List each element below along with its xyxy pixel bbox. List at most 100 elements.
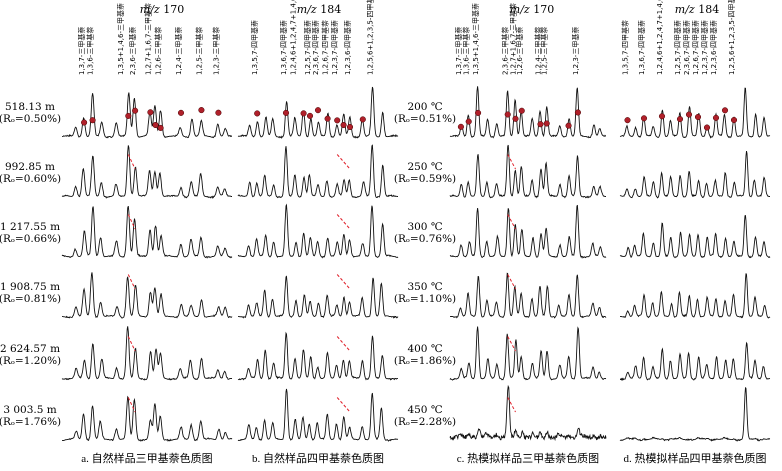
peak-label: 1,2,6-三甲基萘 — [515, 27, 524, 75]
peak-label: 1,3,7-三甲基萘 — [454, 27, 463, 75]
peak-marker — [537, 121, 544, 128]
peak-label: 1,2,6,7-四甲基萘 — [691, 20, 700, 75]
peak-label: 1,2,3,6-四甲基萘 — [343, 20, 352, 75]
chromatogram-trace — [237, 388, 399, 442]
peak-label: 1,3,5+1,4,6-三甲基萘 — [471, 3, 480, 75]
peak-marker — [721, 107, 729, 114]
chromatogram-trace — [450, 272, 607, 319]
chromatogram-trace — [61, 326, 233, 381]
peak-label: 1,2,5,6+1,2,3,5-四甲基萘 — [727, 0, 736, 75]
panel-header: m/z 170 — [140, 3, 184, 16]
temperature-label: 350 ℃ — [407, 281, 442, 293]
chromatogram-trace — [62, 272, 233, 319]
trend-line — [336, 214, 351, 230]
peak-label: 1,2,4,6+1,2,4,7+1,4,6,7-四甲基萘 — [655, 0, 664, 75]
peak-marker — [306, 112, 314, 119]
trend-line — [507, 154, 516, 170]
chromatogram-trace — [620, 273, 771, 319]
depth-label: 3 003.5 m — [3, 404, 56, 416]
peak-marker — [676, 116, 684, 123]
peak-label: 1,2,6,7-四甲基萘 — [321, 20, 330, 75]
peak-marker — [640, 115, 648, 122]
peak-label: 1,2,4,6+1,2,4,7+1,4,6,7-四甲基萘 — [289, 0, 298, 75]
peak-marker — [314, 107, 322, 114]
peak-marker — [254, 110, 261, 117]
ro-label: (Rₒ=1.76%) — [0, 416, 61, 428]
peak-marker — [658, 113, 666, 120]
peak-marker — [703, 124, 711, 131]
peak-marker — [346, 123, 354, 131]
peak-label: 1,3,6-三甲基萘 — [86, 27, 95, 75]
peak-marker — [334, 117, 341, 124]
chromatogram-trace — [619, 387, 771, 442]
panel-header: m/z 170 — [510, 3, 554, 16]
chromatogram-trace — [449, 86, 606, 139]
peak-marker — [340, 121, 347, 129]
chromatogram-trace — [620, 341, 771, 381]
trend-line — [507, 397, 516, 413]
trend-line — [336, 336, 351, 352]
trend-line — [127, 274, 136, 290]
peak-label: 1,2,5-三甲基萘 — [194, 27, 203, 75]
peak-marker — [465, 118, 472, 125]
trend-line — [507, 336, 516, 352]
peak-marker — [282, 109, 290, 116]
chromatogram-trace — [237, 331, 398, 381]
peak-marker — [215, 109, 222, 116]
chromatogram-trace — [61, 205, 233, 259]
peak-label: 2,3,6,7-四甲基萘 — [682, 20, 691, 75]
chromatogram-trace — [62, 92, 232, 139]
peak-label: 1,2,3,6-四甲基萘 — [709, 20, 718, 75]
peak-label: 1,2,3,7-四甲基萘 — [700, 20, 709, 75]
peak-label: 1,2,3-三甲基萘 — [211, 27, 220, 75]
peak-marker — [504, 111, 511, 118]
peak-marker — [147, 109, 154, 116]
ro-label: (Rₒ=1.20%) — [0, 355, 61, 367]
depth-label: 1 217.55 m — [0, 221, 60, 233]
chromatogram-trace — [237, 203, 399, 259]
peak-label: 2,3,6,7-四甲基萘 — [311, 20, 320, 75]
ro-label: (Rₒ=0.76%) — [394, 233, 456, 245]
chromatogram-trace — [62, 395, 233, 442]
peak-label: 1,3,5+1,4,6-三甲基萘 — [116, 3, 125, 75]
depth-label: 1 908.75 m — [0, 281, 60, 293]
peak-marker — [198, 107, 205, 114]
peak-label: 2,3,6-三甲基萘 — [501, 27, 510, 75]
peak-marker — [512, 115, 519, 122]
peak-marker — [89, 117, 96, 124]
peak-label: 1,2,6-三甲基萘 — [154, 27, 163, 75]
trend-line — [127, 336, 136, 352]
ro-label: (Rₒ=2.28%) — [394, 416, 456, 428]
ro-label: (Rₒ=1.86%) — [394, 355, 456, 367]
trend-line — [336, 154, 351, 170]
ro-label: (Rₒ=0.66%) — [0, 233, 61, 245]
chromatogram-trace — [449, 144, 606, 199]
peak-label: 1,2,4-三甲基萘 — [533, 27, 542, 75]
depth-label: 518.13 m — [5, 101, 55, 113]
chromatogram-trace — [237, 144, 398, 199]
ro-label: (Rₒ=0.51%) — [394, 113, 456, 125]
temperature-label: 450 ℃ — [407, 404, 442, 416]
panel-caption: c. 热模拟样品三甲基萘色质图 — [457, 451, 599, 465]
peak-marker — [694, 113, 702, 121]
peak-marker — [457, 123, 464, 130]
depth-label: 992.85 m — [5, 161, 55, 173]
peak-label: 1,3,5,7-四甲基萘 — [250, 20, 259, 75]
trend-line — [507, 214, 516, 230]
peak-label: 1,2,3,7-四甲基萘 — [330, 20, 339, 75]
peak-label: 1,3,6,7-四甲基萘 — [279, 20, 288, 75]
chromatogram-trace — [449, 326, 607, 381]
peak-label: 2,3,6-三甲基萘 — [128, 27, 137, 75]
peak-label: 1,3,6-三甲基萘 — [462, 27, 471, 75]
temperature-label: 400 ℃ — [407, 343, 442, 355]
chromatogram-trace — [449, 384, 607, 442]
peak-marker — [152, 121, 159, 129]
peak-label: 1,3,5,7-四甲基萘 — [621, 20, 630, 75]
panel-caption: a. 自然样品三甲基萘色质图 — [81, 451, 212, 465]
peak-label: 1,2,4-三甲基萘 — [174, 27, 183, 75]
temperature-label: 250 ℃ — [407, 161, 442, 173]
peak-label: 1,3,6,7-四甲基萘 — [637, 20, 646, 75]
peak-marker — [81, 119, 88, 126]
peak-marker — [574, 109, 581, 116]
peak-marker — [300, 110, 307, 117]
